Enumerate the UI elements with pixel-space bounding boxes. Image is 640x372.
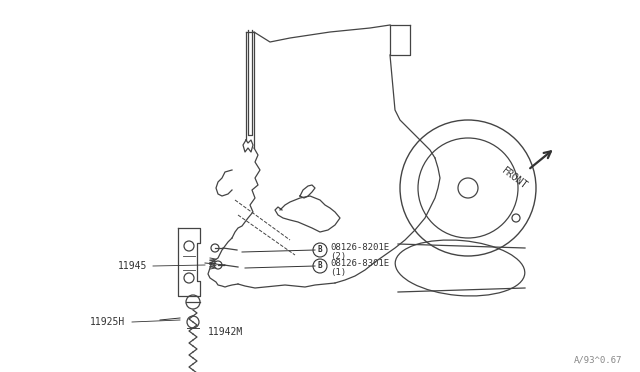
Text: 08126-8301E: 08126-8301E	[330, 260, 389, 269]
Text: B: B	[317, 246, 323, 254]
Text: FRONT: FRONT	[500, 165, 529, 191]
Text: 08126-8201E: 08126-8201E	[330, 244, 389, 253]
Text: 11925H: 11925H	[90, 317, 125, 327]
Text: (1): (1)	[330, 269, 346, 278]
Text: 11942M: 11942M	[208, 327, 243, 337]
Text: A/93^0.67: A/93^0.67	[574, 356, 622, 365]
Text: B: B	[317, 262, 323, 270]
Text: 11945: 11945	[118, 261, 147, 271]
Text: (2): (2)	[330, 253, 346, 262]
